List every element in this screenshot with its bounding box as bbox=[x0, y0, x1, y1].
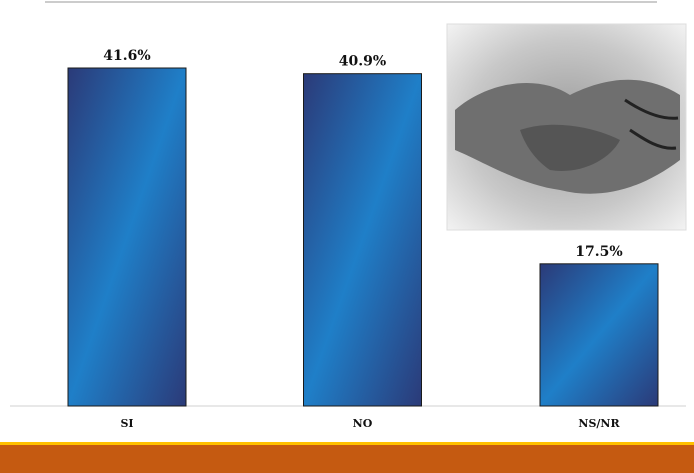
footer-band bbox=[0, 445, 694, 473]
photo bbox=[446, 23, 687, 231]
bar bbox=[539, 263, 659, 407]
accent-stripe bbox=[0, 442, 694, 445]
bar bbox=[303, 73, 422, 407]
category-label: NS/NR bbox=[578, 417, 620, 430]
category-label: SI bbox=[120, 417, 133, 430]
bar bbox=[67, 67, 187, 407]
value-label: 41.6% bbox=[103, 48, 150, 64]
value-label: 17.5% bbox=[575, 244, 622, 260]
value-label: 40.9% bbox=[339, 54, 386, 70]
category-label: NO bbox=[353, 417, 373, 430]
